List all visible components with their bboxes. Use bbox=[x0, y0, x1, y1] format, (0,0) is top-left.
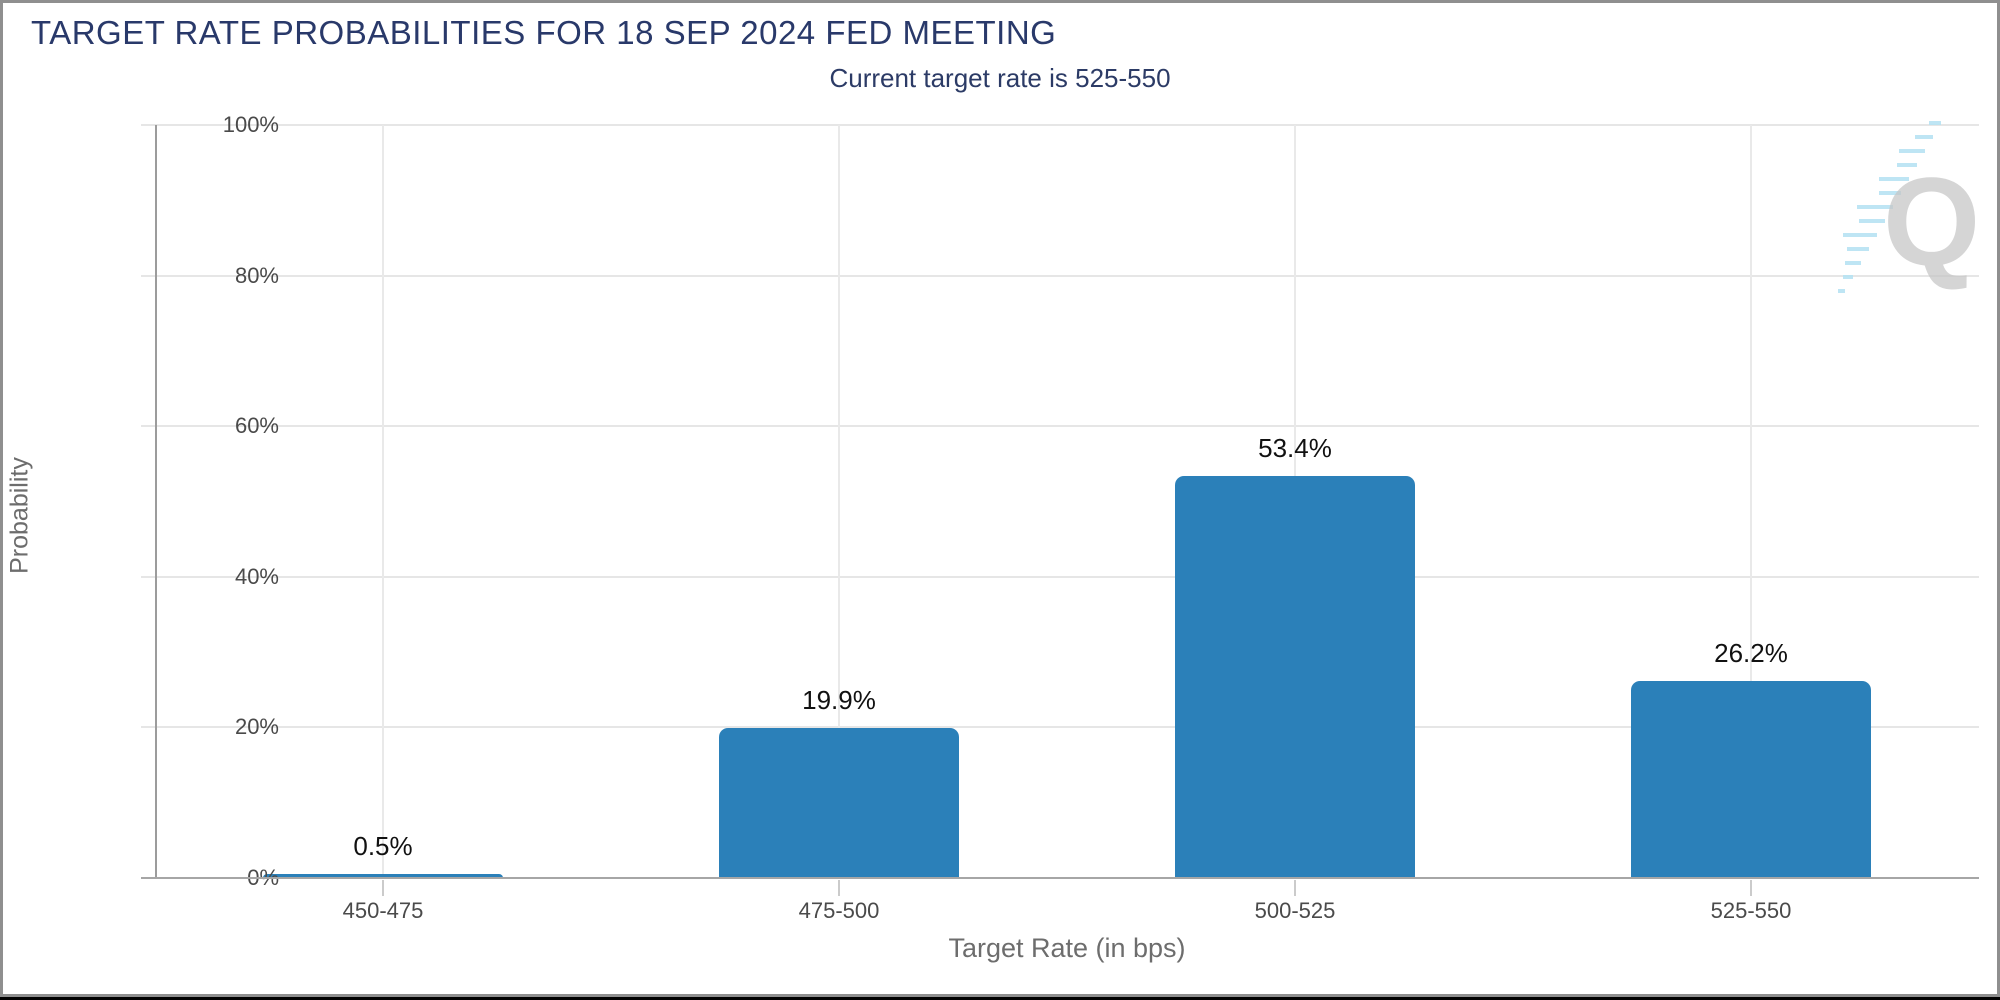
watermark-streak-lines bbox=[1838, 121, 1941, 293]
watermark-q-letter: Q bbox=[1883, 153, 1980, 292]
x-axis-line bbox=[141, 877, 1979, 879]
x-tick-525-550 bbox=[1750, 880, 1752, 896]
y-axis-title: Probability bbox=[5, 457, 34, 574]
x-tick-475-500 bbox=[838, 880, 840, 896]
y-gridline-100 bbox=[141, 124, 1979, 126]
chart-title: TARGET RATE PROBABILITIES FOR 18 SEP 202… bbox=[31, 14, 1057, 51]
x-gridline-450-475 bbox=[382, 125, 384, 878]
y-tick-label-40: 40% bbox=[234, 563, 279, 589]
y-tick-label-60: 60% bbox=[234, 413, 279, 439]
bar-475-500[interactable] bbox=[719, 728, 959, 878]
value-label-525-550: 26.2% bbox=[1714, 637, 1788, 668]
x-gridline-525-550 bbox=[1750, 125, 1752, 878]
x-gridline-475-500 bbox=[838, 125, 840, 878]
x-category-label-525-550: 525-550 bbox=[1710, 898, 1792, 923]
y-tick-label-20: 20% bbox=[234, 714, 279, 740]
x-tick-450-475 bbox=[382, 880, 384, 896]
chart-subtitle: Current target rate is 525-550 bbox=[829, 63, 1171, 93]
y-axis-line bbox=[155, 125, 157, 878]
x-category-label-475-500: 475-500 bbox=[798, 898, 880, 923]
plot-area: 0% 20% 40% 60% 80% 100% 0.5% 450-475 19.9% 475-50… bbox=[141, 112, 1979, 923]
quikstrike-watermark-logo: Q bbox=[1838, 121, 1980, 293]
x-category-label-500-525: 500-525 bbox=[1254, 898, 1336, 923]
y-tick-label-100: 100% bbox=[222, 112, 279, 137]
value-label-450-475: 0.5% bbox=[353, 831, 413, 862]
value-label-500-525: 53.4% bbox=[1258, 432, 1332, 463]
x-axis-title: Target Rate (in bps) bbox=[948, 933, 1186, 963]
bar-450-475[interactable] bbox=[263, 874, 503, 878]
x-tick-500-525 bbox=[1294, 880, 1296, 896]
value-label-475-500: 19.9% bbox=[802, 685, 876, 716]
y-gridline-20 bbox=[141, 726, 1979, 729]
bar-525-550[interactable] bbox=[1631, 680, 1871, 878]
bar-500-525[interactable] bbox=[1175, 475, 1415, 878]
y-gridline-80 bbox=[141, 274, 1979, 277]
y-tick-label-80: 80% bbox=[234, 262, 279, 288]
y-gridline-60 bbox=[141, 425, 1979, 428]
x-category-label-450-475: 450-475 bbox=[342, 898, 424, 923]
y-gridline-40 bbox=[141, 575, 1979, 578]
